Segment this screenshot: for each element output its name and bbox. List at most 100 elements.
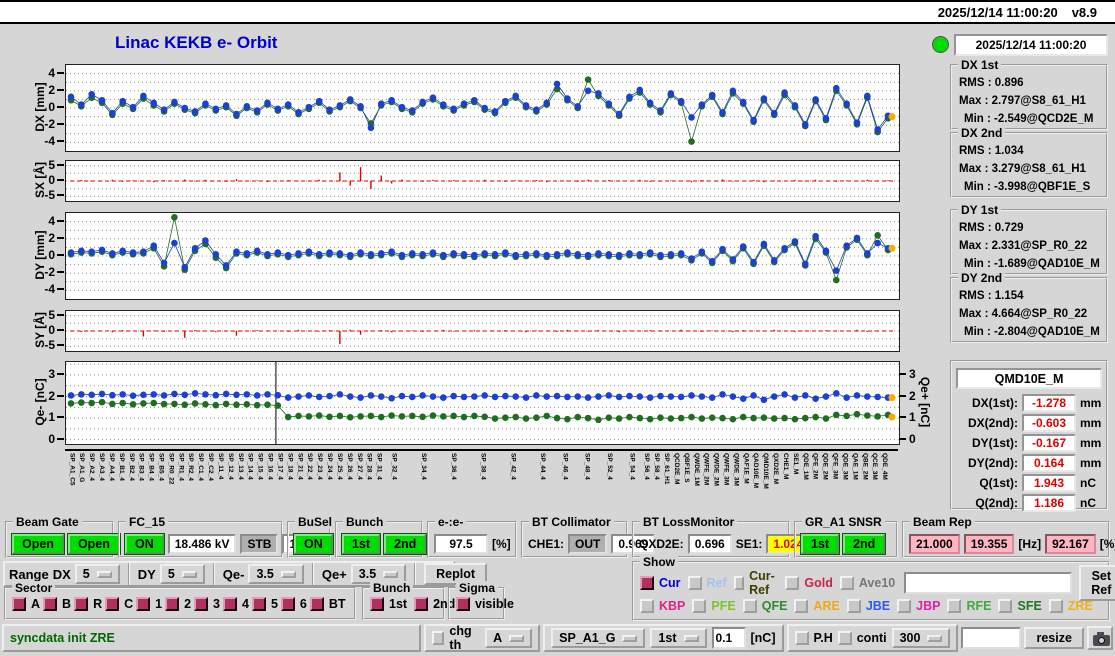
fc15-on-button[interactable]: ON xyxy=(125,534,164,554)
set-ref-button[interactable]: Set Ref xyxy=(1079,564,1115,601)
show-checkbox-ref[interactable]: Ref xyxy=(687,575,727,590)
y-tick-label: -2 xyxy=(44,117,55,132)
sector-checkbox-bt[interactable]: BT xyxy=(309,597,346,611)
show-checkbox-cur-ref[interactable]: Cur-Ref xyxy=(733,569,779,597)
bunch-1st-button[interactable]: 1st xyxy=(342,534,381,554)
bpm-select[interactable]: SP_A1_G xyxy=(551,628,646,648)
beam-gate-open-button-1[interactable]: Open xyxy=(12,534,64,554)
sector-checkbox-b-box[interactable] xyxy=(43,597,58,611)
interval-select[interactable]: 300 xyxy=(891,628,951,648)
sector-checkbox-a[interactable]: A xyxy=(12,597,40,611)
sector-checkbox-4-box[interactable] xyxy=(222,597,237,611)
threshold-input[interactable] xyxy=(711,627,746,649)
show-checkbox-cur[interactable]: Cur xyxy=(640,575,681,590)
comment-input[interactable] xyxy=(961,627,1022,649)
sector-checkbox-a-box[interactable] xyxy=(12,597,26,611)
busel-on-button[interactable]: ON xyxy=(294,534,333,554)
bpm-x-label: SP_15_4 xyxy=(256,453,264,480)
show-checkbox-are-box[interactable] xyxy=(794,598,809,613)
sector-checkbox-5[interactable]: 5 xyxy=(251,597,278,611)
show-checkbox-ave10-box[interactable] xyxy=(839,575,854,590)
chg-th-checkbox[interactable] xyxy=(432,631,445,645)
sector-checkbox-c-box[interactable] xyxy=(105,597,120,611)
sector-checkbox-b[interactable]: B xyxy=(43,597,71,611)
show-checkbox-ref-box[interactable] xyxy=(687,575,702,590)
show-checkbox-cur-box[interactable] xyxy=(640,575,654,590)
y-tick-mark xyxy=(899,372,906,375)
sector-checkbox-3-box[interactable] xyxy=(194,597,209,611)
sigma-checkbox-visible[interactable]: visible xyxy=(456,597,514,611)
bpm-value: 1.186 xyxy=(1022,494,1076,512)
show-checkbox-rfe[interactable]: RFE xyxy=(947,598,991,613)
sector-checkbox-5-box[interactable] xyxy=(251,597,266,611)
show-checkbox-jbp-box[interactable] xyxy=(897,598,912,613)
show-checkbox-sfe-box[interactable] xyxy=(998,598,1013,613)
bunch-checkbox-2nd-box[interactable] xyxy=(414,597,429,611)
bpm-value: -0.167 xyxy=(1022,434,1076,452)
sector-checkbox-r-box[interactable] xyxy=(74,597,89,611)
bpm-x-label: SP_12_4 xyxy=(226,453,234,480)
show-checkbox-jbe[interactable]: JBE xyxy=(846,598,890,613)
sector-checkbox-2[interactable]: 2 xyxy=(165,597,191,611)
show-checkbox-jbp[interactable]: JBP xyxy=(897,598,940,613)
range-qe-minus-select[interactable]: 3.5 xyxy=(248,564,304,584)
sector-checkbox-1[interactable]: 1 xyxy=(136,597,162,611)
show-checkbox-jbe-box[interactable] xyxy=(846,598,861,613)
show-checkbox-pfe-box[interactable] xyxy=(692,598,707,613)
show-checkbox-qfe-box[interactable] xyxy=(742,598,757,613)
bpm-x-label: QWDE_1M xyxy=(692,453,700,486)
chg-th-select[interactable]: A xyxy=(485,628,533,648)
sector-checkbox-c[interactable]: C xyxy=(105,597,133,611)
sigma-checkbox-visible-box[interactable] xyxy=(456,597,470,611)
y-tick-label: -5 xyxy=(44,188,55,203)
bpm-x-label: SP_22_4 xyxy=(306,453,314,480)
beam-rep-title: Beam Rep xyxy=(910,515,975,529)
bunch-select[interactable]: 1st xyxy=(650,628,707,648)
range-dy-select[interactable]: 5 xyxy=(159,564,205,584)
sector-checkbox-1-box[interactable] xyxy=(136,597,151,611)
bpm-x-label: SP_56_4 xyxy=(643,453,651,480)
show-checkbox-pfe[interactable]: PFE xyxy=(692,598,736,613)
ph-checkbox[interactable] xyxy=(794,631,809,645)
resize-button[interactable]: resize xyxy=(1024,627,1084,649)
show-checkbox-zre-box[interactable] xyxy=(1048,598,1063,613)
option-menu-indicator xyxy=(280,570,296,578)
show-checkbox-gold[interactable]: Gold xyxy=(785,575,833,590)
show-checkbox-qfe[interactable]: QFE xyxy=(742,598,787,613)
sector-checkbox-bt-box[interactable] xyxy=(309,597,324,611)
bpm-x-label: SP_A1_C5 xyxy=(68,453,76,486)
range-dx-select[interactable]: 5 xyxy=(74,564,120,584)
ph-label: P.H xyxy=(813,631,833,645)
gr-a1-2nd-button[interactable]: 2nd xyxy=(843,534,886,554)
sector-checkbox-r[interactable]: R xyxy=(74,597,102,611)
beam-gate-open-button-2[interactable]: Open xyxy=(67,534,120,554)
show-checkbox-rfe-box[interactable] xyxy=(947,598,962,613)
show-checkbox-kbp-box[interactable] xyxy=(640,598,654,613)
gr-a1-1st-button[interactable]: 1st xyxy=(801,534,840,554)
y-tick-mark xyxy=(899,437,906,440)
sector-checkbox-3[interactable]: 3 xyxy=(194,597,220,611)
y-tick-mark xyxy=(57,416,64,419)
show-checkbox-gold-box[interactable] xyxy=(785,575,800,590)
fc15-title: FC_15 xyxy=(126,515,169,529)
sector-checkbox-2-box[interactable] xyxy=(165,597,180,611)
conti-checkbox[interactable] xyxy=(837,631,852,645)
replot-button[interactable]: Replot xyxy=(424,563,488,585)
show-checkbox-kbp[interactable]: KBP xyxy=(640,598,685,613)
sector-checkbox-4[interactable]: 4 xyxy=(222,597,249,611)
screenshot-button[interactable] xyxy=(1086,626,1113,650)
show-checkbox-ave10[interactable]: Ave10 xyxy=(839,575,895,590)
show-checkbox-zre[interactable]: ZRE xyxy=(1048,598,1093,613)
sector-checkbox-bt-label: BT xyxy=(328,597,346,611)
show-checkbox-are[interactable]: ARE xyxy=(794,598,840,613)
bunch-checkbox-1st-box[interactable] xyxy=(370,597,384,611)
sector-checkbox-6-box[interactable] xyxy=(280,597,295,611)
sector-checkbox-6[interactable]: 6 xyxy=(280,597,307,611)
y-tick-mark xyxy=(57,179,64,181)
ref-file-input[interactable] xyxy=(904,571,1073,594)
show-checkbox-cur-ref-box[interactable] xyxy=(733,575,745,590)
window-datetime: 2025/12/14 11:00:20 xyxy=(937,4,1058,20)
bunch-checkbox-1st[interactable]: 1st xyxy=(370,597,407,611)
bunch-2nd-button[interactable]: 2nd xyxy=(384,534,427,554)
show-checkbox-sfe[interactable]: SFE xyxy=(998,598,1042,613)
